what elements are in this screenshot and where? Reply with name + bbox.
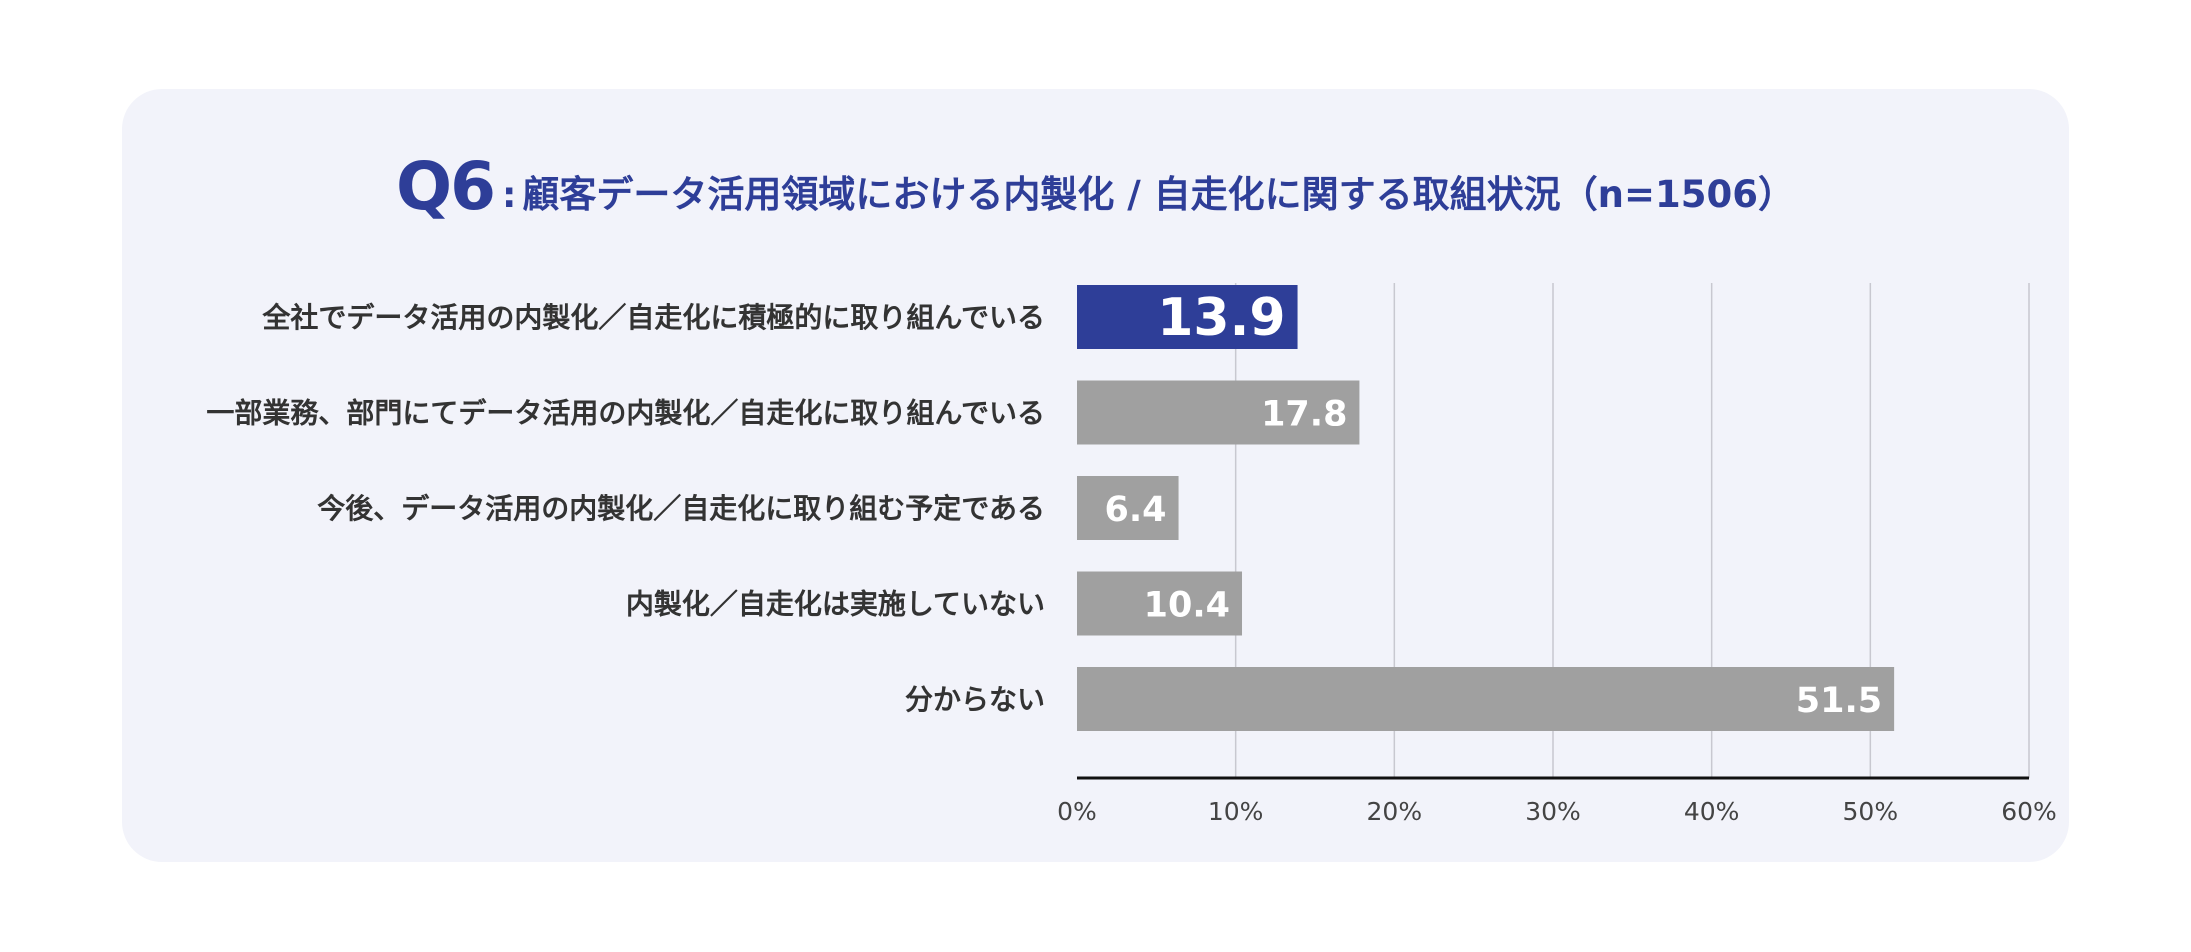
- title-separator: :: [502, 175, 517, 216]
- bars: 13.9 17.8 6.4 10.4 51.5: [1077, 285, 1895, 731]
- data-label-4: 51.5: [1796, 681, 1882, 721]
- category-label-4: 分からない: [905, 683, 1045, 716]
- category-label-2: 今後、データ活用の内製化／自走化に取り組む予定である: [317, 492, 1045, 525]
- category-label-3: 内製化／自走化は実施していない: [626, 588, 1045, 621]
- category-labels: 全社でデータ活用の内製化／自走化に積極的に取り組んでいる一部業務、部門にてデータ…: [206, 301, 1045, 716]
- category-label-0: 全社でデータ活用の内製化／自走化に積極的に取り組んでいる: [261, 301, 1045, 334]
- x-tick-label-0: 0%: [1057, 797, 1097, 826]
- bar-3: [1077, 571, 1243, 636]
- x-tick-label-5: 50%: [1843, 797, 1899, 826]
- sample-size: （n=1506）: [1560, 173, 1796, 216]
- chart-panel: [122, 89, 2069, 862]
- x-tick-label-4: 40%: [1684, 797, 1740, 826]
- data-label-3: 10.4: [1144, 586, 1230, 626]
- x-tick-labels: 0% 10% 20% 30% 40% 50% 60%: [1057, 797, 2057, 826]
- data-label-0: 13.9: [1157, 288, 1285, 348]
- question-number: Q6: [395, 148, 496, 225]
- x-tick-label-6: 60%: [2001, 797, 2057, 826]
- bar-1: [1077, 380, 1360, 445]
- bar-0: [1077, 285, 1298, 349]
- title-text: 顧客データ活用領域における内製化 / 自走化に関する取組状況: [522, 173, 1561, 216]
- x-tick-label-1: 10%: [1208, 797, 1264, 826]
- x-tick-label-3: 30%: [1525, 797, 1581, 826]
- bar-2: [1077, 476, 1179, 540]
- category-label-1: 一部業務、部門にてデータ活用の内製化／自走化に取り組んでいる: [206, 397, 1045, 430]
- data-label-1: 17.8: [1261, 395, 1347, 435]
- x-tick-label-2: 20%: [1367, 797, 1423, 826]
- bar-4: [1077, 667, 1895, 731]
- data-label-2: 6.4: [1105, 490, 1167, 530]
- chart-title: Q6: 顧客データ活用領域における内製化 / 自走化に関する取組状況（n=1506…: [0, 148, 2191, 225]
